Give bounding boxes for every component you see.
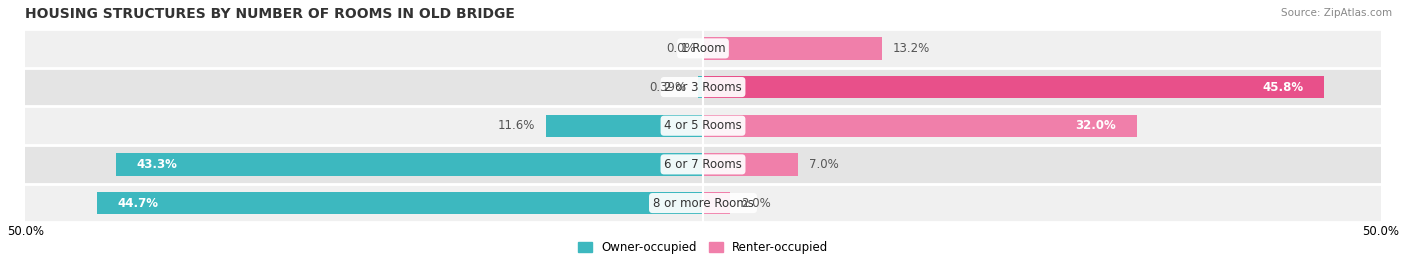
Text: 1 Room: 1 Room [681, 42, 725, 55]
Text: 2 or 3 Rooms: 2 or 3 Rooms [664, 80, 742, 94]
Legend: Owner-occupied, Renter-occupied: Owner-occupied, Renter-occupied [572, 236, 834, 259]
Text: 4 or 5 Rooms: 4 or 5 Rooms [664, 119, 742, 132]
Bar [25, 68, 1381, 106]
Bar [697, 76, 703, 98]
Text: 32.0%: 32.0% [1076, 119, 1116, 132]
Text: 0.39%: 0.39% [650, 80, 688, 94]
Text: 45.8%: 45.8% [1263, 80, 1303, 94]
Bar [25, 184, 1381, 222]
Text: 11.6%: 11.6% [498, 119, 534, 132]
Bar [703, 153, 797, 176]
Text: 43.3%: 43.3% [136, 158, 177, 171]
Text: 8 or more Rooms: 8 or more Rooms [652, 197, 754, 210]
Bar [117, 153, 703, 176]
Bar [546, 115, 703, 137]
Bar [703, 37, 882, 60]
Bar [97, 192, 703, 214]
Text: 7.0%: 7.0% [808, 158, 838, 171]
Text: 0.0%: 0.0% [666, 42, 696, 55]
Text: 2.0%: 2.0% [741, 197, 770, 210]
Bar [25, 29, 1381, 68]
Text: Source: ZipAtlas.com: Source: ZipAtlas.com [1281, 8, 1392, 18]
Bar [703, 192, 730, 214]
Bar [25, 145, 1381, 184]
Text: 44.7%: 44.7% [118, 197, 159, 210]
Bar [703, 115, 1136, 137]
Text: 6 or 7 Rooms: 6 or 7 Rooms [664, 158, 742, 171]
Text: HOUSING STRUCTURES BY NUMBER OF ROOMS IN OLD BRIDGE: HOUSING STRUCTURES BY NUMBER OF ROOMS IN… [25, 7, 516, 21]
Bar [25, 106, 1381, 145]
Bar [703, 76, 1323, 98]
Text: 13.2%: 13.2% [893, 42, 929, 55]
